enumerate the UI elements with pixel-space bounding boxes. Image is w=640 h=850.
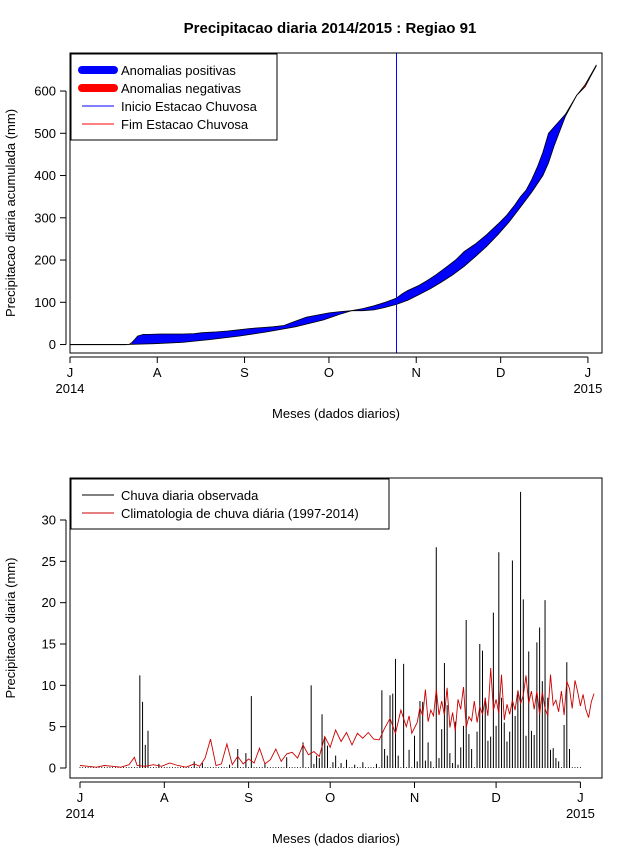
x-tick-label: S (244, 790, 253, 805)
y-tick-label: 400 (34, 168, 56, 183)
cumulative-plot-frame (69, 52, 603, 354)
x-tick-label: O (325, 790, 335, 805)
daily-plot-frame (69, 477, 603, 779)
y-tick-label: 25 (42, 554, 56, 569)
climatology-line (79, 667, 595, 768)
x-tick-label: J (577, 790, 584, 805)
cumulative-plot-area (70, 53, 597, 353)
daily-plot-area (79, 491, 595, 768)
y-tick-label: 0 (49, 761, 56, 776)
observed-cumulative-line (70, 65, 597, 345)
x-tick-label: J (67, 365, 74, 380)
x-year-label: 2015 (573, 381, 602, 396)
x-tick-label: O (324, 365, 334, 380)
y-tick-label: 30 (42, 513, 56, 528)
y-tick-label: 15 (42, 637, 56, 652)
legend-label-positive: Anomalias positivas (121, 63, 236, 78)
cumulative-x-axis-title: Meses (dados diarios) (272, 406, 400, 421)
x-tick-label: N (412, 365, 421, 380)
y-tick-label: 200 (34, 253, 56, 268)
daily-legend: Chuva diaria observada Climatologia de c… (70, 478, 390, 530)
x-year-label: 2014 (66, 806, 95, 821)
chart-title: Precipitacao diaria 2014/2015 : Regiao 9… (184, 20, 477, 37)
y-tick-label: 0 (49, 337, 56, 352)
y-tick-label: 500 (34, 126, 56, 141)
cumulative-chart: Precipitacao diaria 2014/2015 : Regiao 9… (3, 20, 603, 421)
x-tick-label: A (153, 365, 162, 380)
y-tick-label: 20 (42, 595, 56, 610)
x-tick-label: D (491, 790, 500, 805)
x-year-label: 2015 (566, 806, 595, 821)
x-tick-label: J (585, 365, 592, 380)
daily-y-axis-title: Precipitacao diaria (mm) (3, 558, 18, 699)
daily-legend-box (70, 478, 390, 530)
legend-label-season-start: Inicio Estacao Chuvosa (121, 99, 258, 114)
daily-x-axis-title: Meses (dados diarios) (272, 831, 400, 846)
cumulative-y-axis-title: Precipitacao diaria acumulada (mm) (3, 109, 18, 317)
x-tick-label: J (77, 790, 84, 805)
y-tick-label: 10 (42, 678, 56, 693)
legend-label-climatology: Climatologia de chuva diária (1997-2014) (121, 506, 359, 521)
y-tick-label: 300 (34, 210, 56, 225)
x-tick-label: N (410, 790, 419, 805)
legend-label-season-end: Fim Estacao Chuvosa (121, 117, 249, 132)
x-tick-label: A (160, 790, 169, 805)
y-tick-label: 100 (34, 295, 56, 310)
legend-label-negative: Anomalias negativas (121, 81, 241, 96)
x-year-label: 2014 (56, 381, 85, 396)
cumulative-legend: Anomalias positivas Anomalias negativas … (70, 53, 278, 141)
y-tick-label: 600 (34, 84, 56, 99)
climatology-cumulative-line (70, 64, 597, 345)
x-tick-label: D (496, 365, 505, 380)
y-tick-label: 5 (49, 719, 56, 734)
legend-label-observed: Chuva diaria observada (121, 488, 259, 503)
x-tick-label: S (240, 365, 249, 380)
